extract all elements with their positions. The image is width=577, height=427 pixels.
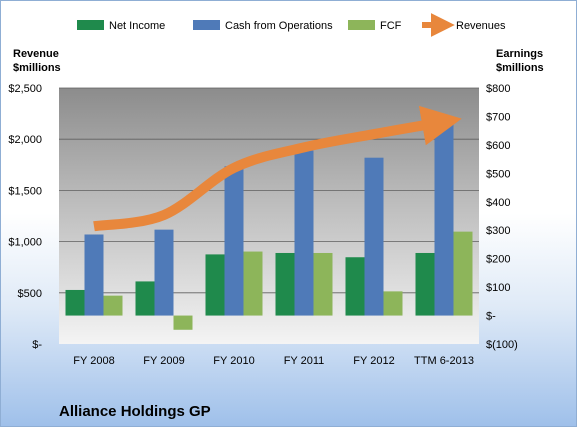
bar-cash-from-operations-5 [434, 122, 454, 316]
left-tick-label-2: $1,000 [8, 237, 42, 249]
right-tick-label-9: $800 [486, 83, 510, 95]
right-tick-label-8: $700 [486, 111, 510, 123]
bar-cash-from-operations-1 [154, 229, 174, 316]
right-tick-label-7: $600 [486, 140, 510, 152]
legend: Net Income Cash from Operations FCF Revenue… [77, 13, 506, 37]
legend-label-net-income: Net Income [109, 20, 165, 32]
bar-fcf-0 [103, 295, 123, 316]
right-tick-label-5: $400 [486, 197, 510, 209]
bar-fcf-3 [313, 252, 333, 316]
left-axis-title-line2: $millions [13, 62, 61, 74]
x-tick-label-1: FY 2009 [143, 355, 184, 367]
legend-swatch-fcf [348, 20, 375, 30]
bar-cash-from-operations-4 [364, 157, 384, 316]
bar-cash-from-operations-3 [294, 150, 314, 316]
legend-label-revenues: Revenues [456, 20, 506, 32]
bars [65, 122, 473, 330]
left-tick-label-4: $2,000 [8, 134, 42, 146]
x-tick-label-5: TTM 6-2013 [414, 355, 474, 367]
right-axis-title-line1: Earnings [496, 48, 543, 60]
left-tick-label-0: $- [32, 339, 42, 351]
bar-net-income-5 [415, 252, 435, 316]
bar-net-income-4 [345, 257, 365, 316]
bar-net-income-2 [205, 254, 225, 316]
x-axis-ticks: FY 2008 FY 2009 FY 2010 FY 2011 FY 2012 TTM 6… [73, 355, 474, 367]
left-tick-label-5: $2,500 [8, 83, 42, 95]
left-tick-label-3: $1,500 [8, 185, 42, 197]
revenues-line [93, 105, 462, 232]
right-axis-title-line2: $millions [496, 62, 544, 74]
right-tick-label-0: $(100) [486, 339, 518, 351]
bar-fcf-2 [243, 251, 263, 316]
right-tick-label-4: $300 [486, 225, 510, 237]
x-tick-label-0: FY 2008 [73, 355, 114, 367]
x-tick-label-4: FY 2012 [353, 355, 394, 367]
gridlines [59, 87, 479, 294]
bar-fcf-1 [173, 315, 193, 330]
right-tick-label-3: $200 [486, 254, 510, 266]
legend-label-cash-from-operations: Cash from Operations [225, 20, 333, 32]
right-axis-ticks: $(100) $- $100 $200 $300 $400 $500 $600 $700 $800 [486, 83, 518, 351]
bar-fcf-5 [453, 231, 473, 316]
bar-fcf-4 [383, 291, 403, 316]
x-tick-label-2: FY 2010 [213, 355, 254, 367]
legend-label-fcf: FCF [380, 20, 402, 32]
right-tick-label-1: $- [486, 311, 496, 323]
legend-swatch-net-income [77, 20, 104, 30]
legend-swatch-cash-from-operations [193, 20, 220, 30]
left-axis-ticks: $- $500 $1,000 $1,500 $2,000 $2,500 [8, 83, 42, 351]
left-tick-label-1: $500 [18, 288, 42, 300]
company-name: Alliance Holdings GP [59, 403, 211, 420]
right-tick-label-6: $500 [486, 168, 510, 180]
bar-net-income-3 [275, 252, 295, 316]
revenues-line-group [93, 105, 462, 232]
right-tick-label-2: $100 [486, 282, 510, 294]
left-axis-title-line1: Revenue [13, 48, 59, 60]
bar-net-income-1 [135, 281, 155, 316]
bar-cash-from-operations-0 [84, 234, 104, 316]
bar-cash-from-operations-2 [224, 166, 244, 316]
x-tick-label-3: FY 2011 [284, 355, 325, 367]
bar-net-income-0 [65, 289, 85, 316]
